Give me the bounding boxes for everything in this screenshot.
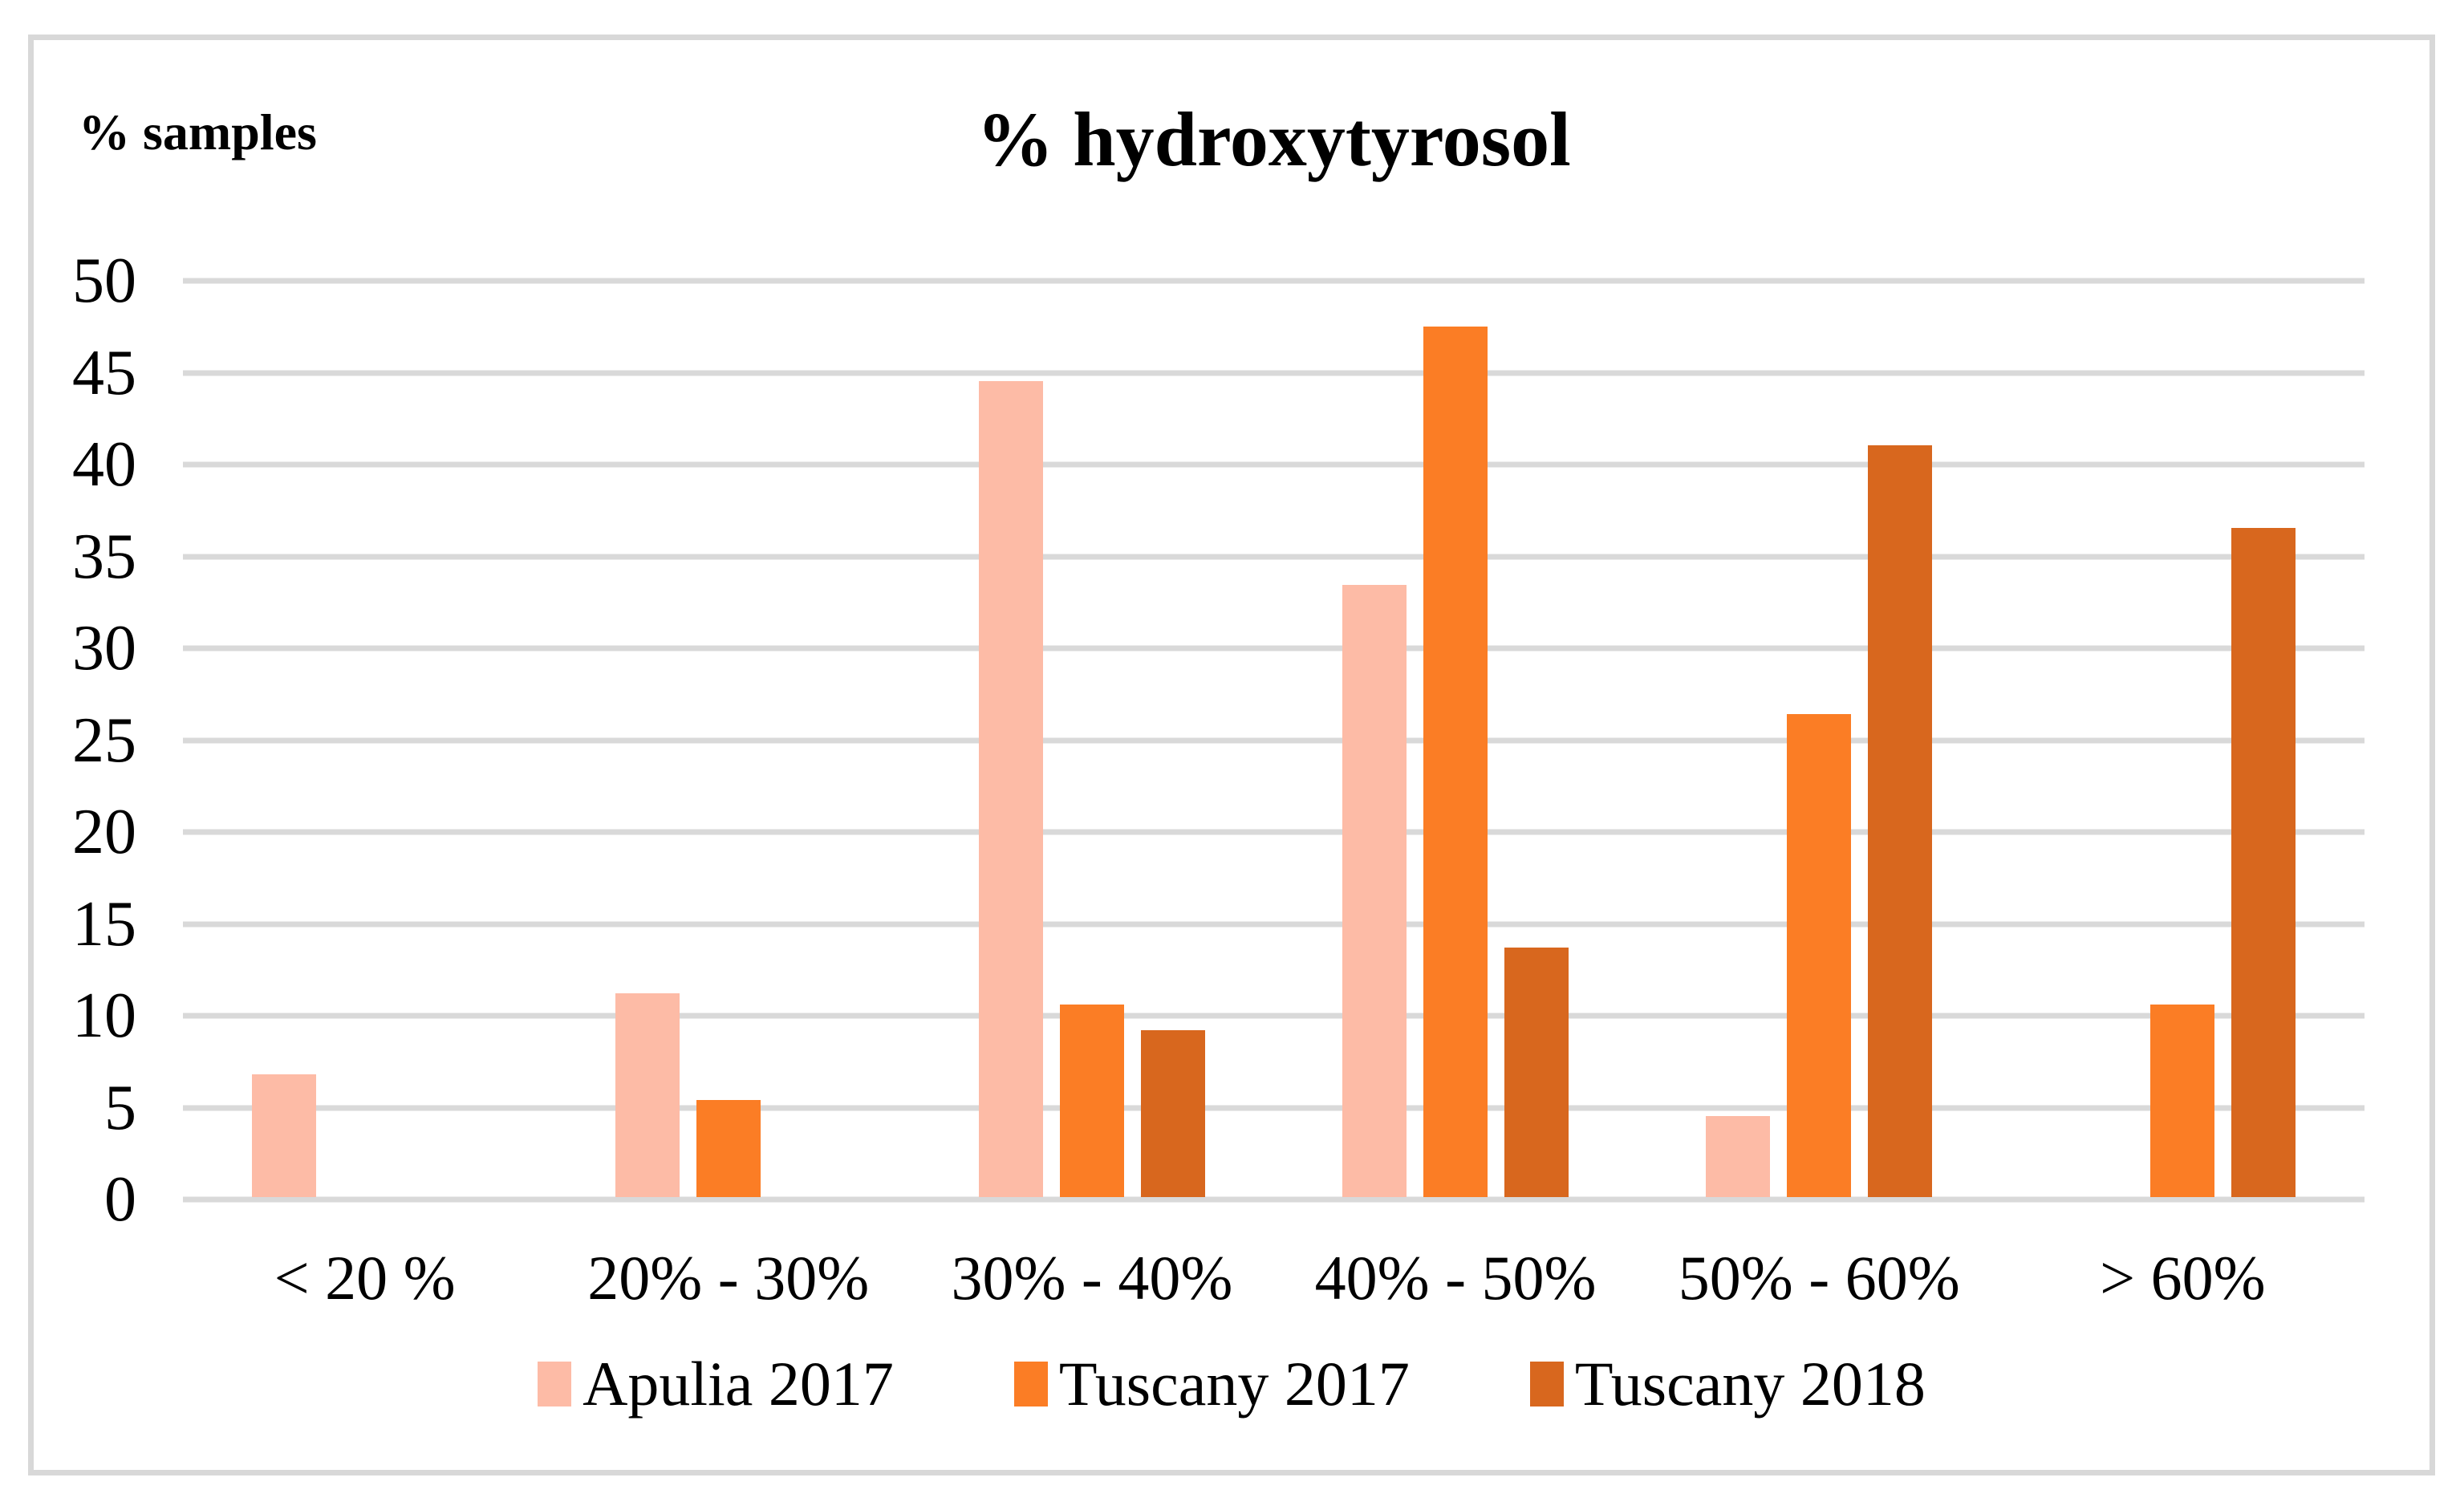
y-axis-tick-label-20: 20 (72, 797, 136, 867)
bar-tuscany-2018-cat4 (1504, 947, 1569, 1197)
x-axis-category-labels: < 20 % 20% - 30% 30% - 40% 40% - 50% 50% - 6… (183, 1242, 2365, 1322)
bar-apulia-2017-cat5 (1706, 1116, 1771, 1197)
bar-tuscany-2017-cat6 (2150, 1004, 2215, 1197)
y-axis-tick-label-35: 35 (72, 521, 136, 592)
y-axis-tick-label-0: 0 (104, 1164, 136, 1235)
x-axis-category-label-2: 20% - 30% (587, 1243, 870, 1313)
gridline-y-0 (183, 1196, 2365, 1203)
x-axis-category-label-3: 30% - 40% (951, 1243, 1233, 1313)
y-axis-title: % samples (79, 104, 317, 160)
x-axis-category-label-4: 40% - 50% (1314, 1243, 1597, 1313)
bar-tuscany-2017-cat3 (1059, 1004, 1124, 1197)
gridline-y-15 (183, 921, 2365, 927)
gridline-y-35 (183, 554, 2365, 559)
gridline-y-10 (183, 1013, 2365, 1019)
y-axis-tick-label-40: 40 (72, 429, 136, 500)
legend-item-apulia-2017: Apulia 2017 (538, 1353, 894, 1415)
legend-label: Tuscany 2018 (1574, 1349, 1926, 1419)
x-axis-category-label-1: < 20 % (274, 1243, 456, 1313)
y-axis-tick-label-25: 25 (72, 704, 136, 776)
bar-tuscany-2017-cat4 (1423, 326, 1488, 1197)
bar-apulia-2017-cat4 (1342, 585, 1407, 1197)
gridline-y-45 (183, 370, 2365, 375)
gridline-y-25 (183, 737, 2365, 743)
legend-item-tuscany-2018: Tuscany 2018 (1529, 1349, 1926, 1419)
bar-tuscany-2018-cat3 (1140, 1029, 1205, 1197)
x-axis-category-label-6: > 60% (2100, 1243, 2266, 1313)
gridline-y-30 (183, 645, 2365, 651)
bar-apulia-2017-cat2 (615, 992, 680, 1197)
bar-tuscany-2018-cat6 (2231, 528, 2296, 1197)
y-axis-tick-label-5: 5 (104, 1072, 136, 1143)
y-axis-tick-label-50: 50 (72, 246, 136, 316)
bar-tuscany-2017-cat5 (1787, 713, 1852, 1197)
bar-tuscany-2017-cat2 (696, 1099, 761, 1197)
bar-tuscany-2018-cat5 (1868, 445, 1933, 1197)
y-axis-tick-label-45: 45 (72, 337, 136, 408)
gridline-y-20 (183, 829, 2365, 835)
gridline-y-40 (183, 461, 2365, 468)
legend-label: Apulia 2017 (583, 1349, 894, 1419)
legend-label: Tuscany 2017 (1058, 1349, 1410, 1419)
legend-swatch-icon (538, 1362, 572, 1406)
gridline-y-50 (183, 278, 2365, 284)
chart-outer-frame (28, 35, 2435, 1475)
legend-swatch-icon (1529, 1362, 1564, 1406)
x-axis-category-label-5: 50% - 60% (1678, 1243, 1960, 1313)
plot-area (183, 278, 2365, 1203)
chart-title: % hydroxytyrosol (976, 96, 1571, 182)
bar-apulia-2017-cat3 (978, 381, 1043, 1197)
y-axis-tick-label-10: 10 (72, 980, 136, 1051)
legend-item-tuscany-2017: Tuscany 2017 (1013, 1349, 1410, 1419)
legend: Apulia 2017 Tuscany 2017 Tuscany 2018 (34, 1353, 2429, 1415)
y-axis-tick-label-30: 30 (72, 613, 136, 684)
bar-apulia-2017-cat1 (251, 1074, 316, 1197)
legend-swatch-icon (1013, 1362, 1048, 1406)
gridline-y-5 (183, 1105, 2365, 1110)
y-axis-tick-label-15: 15 (72, 888, 136, 960)
